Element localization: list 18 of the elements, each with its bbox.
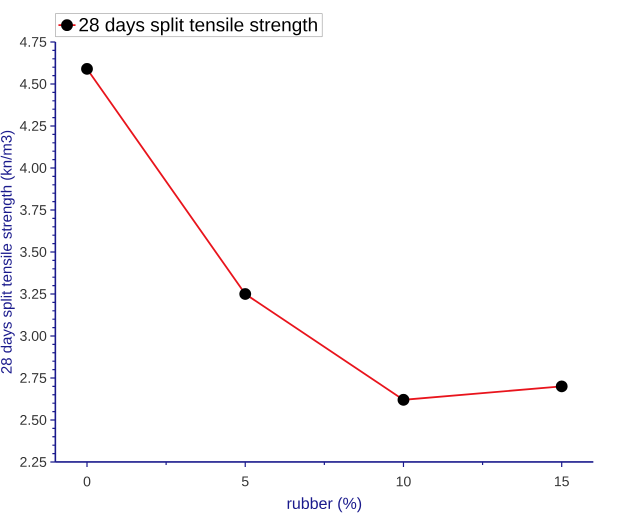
x-tick-label: 0 <box>84 476 90 486</box>
x-axis-title: rubber (%) <box>288 497 362 512</box>
x-tick-label: 5 <box>242 476 249 486</box>
y-tick-label: 3.75 <box>20 205 46 215</box>
y-tick-label: 2.75 <box>20 373 46 383</box>
y-tick-label: 4.50 <box>20 79 46 89</box>
y-tick-label: 3.00 <box>20 331 46 341</box>
legend-label: 28 days split tensile strength <box>79 18 317 36</box>
y-tick-label: 4.00 <box>20 163 46 173</box>
y-tick-label: 2.25 <box>20 457 46 467</box>
x-tick-label: 10 <box>396 476 411 486</box>
y-tick-label: 3.25 <box>20 289 46 299</box>
y-tick-label: 2.50 <box>20 415 46 425</box>
y-tick-label: 3.50 <box>20 247 46 257</box>
y-tick-label: 4.75 <box>20 37 46 47</box>
y-axis-title: 28 days split tensile strength (kn/m3) <box>0 130 15 374</box>
x-tick-label: 15 <box>554 476 569 486</box>
y-tick-label: 4.25 <box>20 121 46 131</box>
